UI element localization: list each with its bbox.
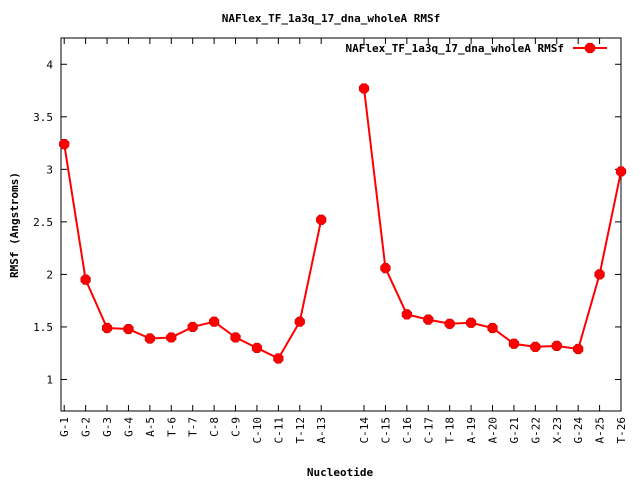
y-tick-label: 2.5 [33,216,53,229]
chart-title: NAFlex_TF_1a3q_17_dna_wholeA RMSf [222,12,441,25]
data-point [273,353,284,364]
x-tick-label: C-9 [230,417,243,437]
x-axis-label: Nucleotide [307,466,374,479]
x-tick-label: C-8 [208,417,221,437]
x-tick-label: G-24 [572,417,585,444]
y-tick-label: 4 [46,58,53,71]
data-point [80,274,91,285]
data-point [123,323,134,335]
x-tick-label: G-1 [58,417,71,437]
x-tick-label: C-11 [272,417,285,444]
x-tick-label: T-7 [187,417,200,437]
x-tick-label: A-19 [465,417,478,444]
legend-marker [584,42,596,54]
data-point [230,332,241,343]
x-tick-label: T-12 [294,417,307,444]
x-tick-label: A-13 [315,417,328,444]
data-point [380,262,391,274]
x-tick-label: A-20 [487,417,500,444]
data-point [530,341,541,353]
data-point [423,314,434,325]
y-tick-label: 3.5 [33,111,53,124]
data-point [444,318,455,329]
x-tick-label: G-22 [529,417,542,444]
x-tick-label: G-3 [101,417,114,437]
x-tick-label: C-17 [422,417,435,444]
data-point [401,309,412,320]
data-point [487,322,498,334]
y-tick-label: 3 [46,163,53,176]
x-tick-label: C-15 [379,417,392,444]
legend-label: NAFlex_TF_1a3q_17_dna_wholeA RMSf [345,42,564,55]
x-tick-label: C-10 [251,417,264,444]
x-tick-label: G-2 [80,417,93,437]
x-tick-label: T-26 [615,417,628,444]
legend: NAFlex_TF_1a3q_17_dna_wholeA RMSf [345,42,607,55]
data-point [101,322,113,334]
x-tick-label: A-5 [144,417,157,437]
data-point [358,83,370,94]
x-axis: G-1 G-2 G-3 G-4 A-5 T-6 T-7 C-8 C-9 C-10 C-11 T-12 A… [58,38,628,444]
y-tick-label: 1.5 [33,321,53,334]
plot-frame [60,37,622,412]
data-point [209,316,220,327]
x-tick-label: C-16 [401,417,414,444]
x-tick-label: X-23 [551,417,564,444]
data-point [465,317,477,328]
data-point [551,340,562,351]
data-point [251,342,263,354]
data-point [187,321,198,333]
data-point [59,139,70,150]
data-point [166,332,177,343]
data-point [144,333,155,344]
y-axis-label: RMSf (Angstroms) [8,172,21,278]
series-line-segment [363,88,622,351]
x-tick-label: C-14 [358,417,371,444]
data-point [573,343,584,355]
x-tick-label: A-25 [594,417,607,444]
data-point [615,166,627,177]
x-tick-label: G-4 [122,417,135,437]
x-tick-label: G-21 [508,417,521,444]
x-tick-label: T-18 [444,417,457,444]
data-point [594,269,605,280]
x-tick-label: T-6 [165,417,178,437]
y-tick-label: 2 [46,268,53,281]
data-point [508,338,520,349]
series-rmsf [59,83,627,364]
data-point [294,316,305,327]
y-axis: 1 1.5 2 2.5 3 3.5 4 [33,58,621,386]
y-tick-label: 1 [46,373,53,386]
data-point [316,214,327,225]
